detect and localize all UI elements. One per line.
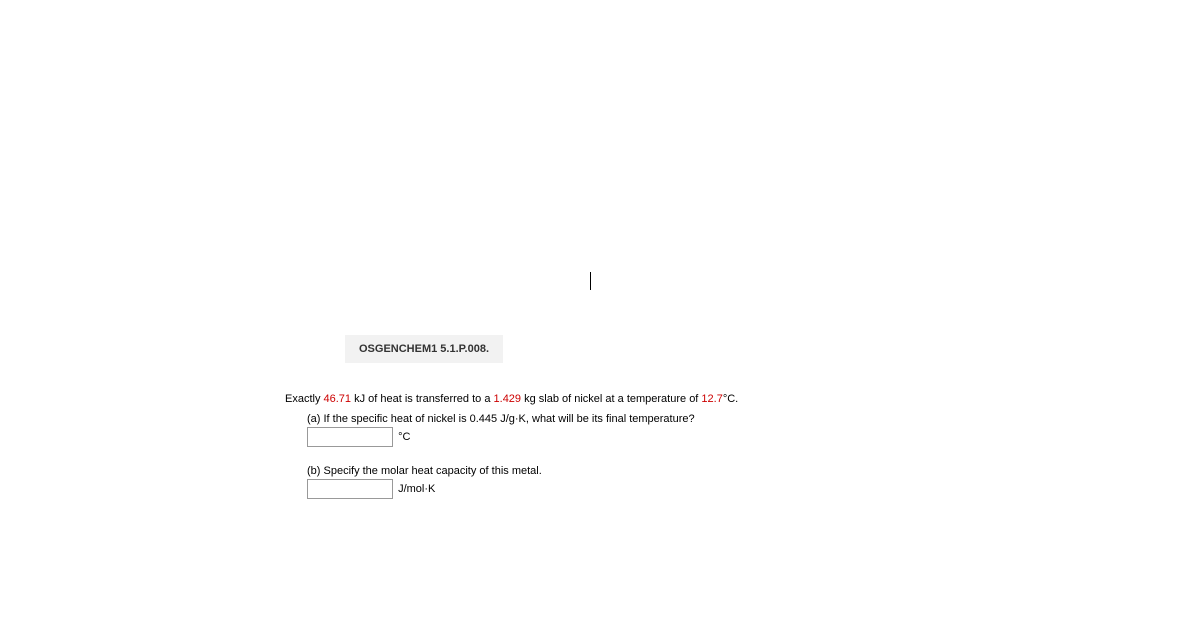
stem-temp-unit: °C. [723,393,738,405]
part-a-text: (a) If the specific heat of nickel is 0.… [307,413,935,425]
part-b-unit: J/mol·K [398,483,435,495]
stem-prefix: Exactly [285,393,324,405]
part-a-answer-line: °C [307,427,935,447]
problem-id-badge: OSGENCHEM1 5.1.P.008. [345,335,503,363]
part-a-unit: °C [398,431,410,443]
problem-stem: Exactly 46.71 kJ of heat is transferred … [285,391,935,409]
heat-value: 46.71 [324,393,352,405]
mass-value: 1.429 [494,393,522,405]
part-b-answer-line: J/mol·K [307,479,935,499]
problem-container: OSGENCHEM1 5.1.P.008. Exactly 46.71 kJ o… [285,335,935,499]
part-a: (a) If the specific heat of nickel is 0.… [307,413,935,447]
part-b-text: (b) Specify the molar heat capacity of t… [307,465,935,477]
stem-heat-unit: kJ of heat is transferred to a [351,393,493,405]
part-b-input[interactable] [307,479,393,499]
text-cursor [590,272,591,290]
part-a-input[interactable] [307,427,393,447]
stem-mass-unit: kg slab of nickel at a temperature of [521,393,701,405]
temp-value: 12.7 [701,393,722,405]
part-b: (b) Specify the molar heat capacity of t… [307,465,935,499]
